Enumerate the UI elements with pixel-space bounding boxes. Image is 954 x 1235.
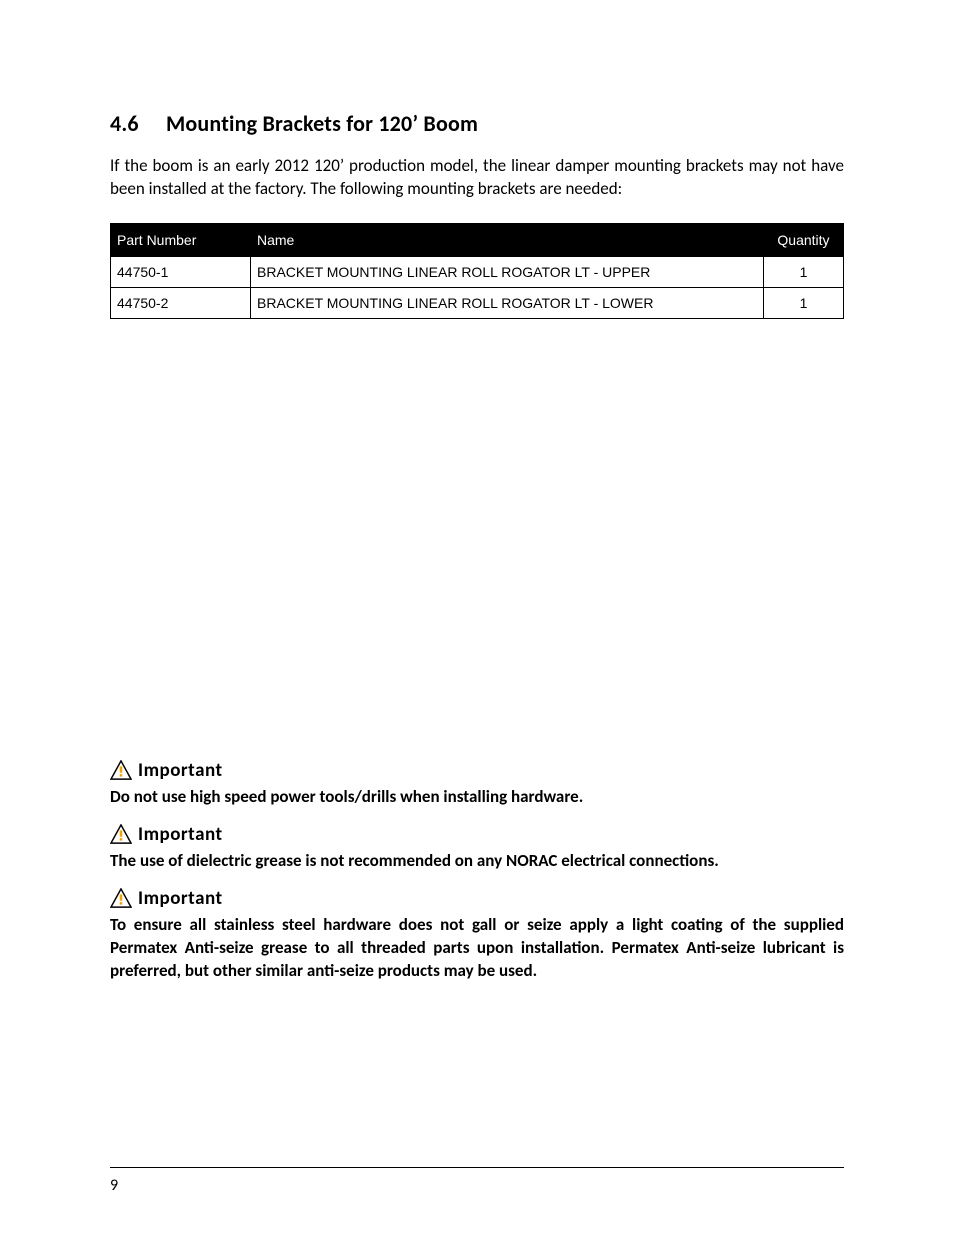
table-row: 44750-2 BRACKET MOUNTING LINEAR ROLL ROG…	[111, 287, 844, 318]
important-callout: Important Do not use high speed power to…	[110, 759, 844, 809]
col-header-quantity: Quantity	[764, 223, 844, 256]
col-header-partnumber: Part Number	[111, 223, 251, 256]
cell-quantity: 1	[764, 287, 844, 318]
section-heading: 4.6 Mounting Brackets for 120’ Boom	[110, 110, 844, 137]
important-callout: Important The use of dielectric grease i…	[110, 823, 844, 873]
important-callout: Important To ensure all stainless steel …	[110, 887, 844, 983]
cell-name: BRACKET MOUNTING LINEAR ROLL ROGATOR LT …	[251, 256, 764, 287]
callout-header: Important	[110, 823, 844, 846]
cell-partnumber: 44750-1	[111, 256, 251, 287]
col-header-name: Name	[251, 223, 764, 256]
callout-body: The use of dielectric grease is not reco…	[110, 850, 844, 873]
page-content: 4.6 Mounting Brackets for 120’ Boom If t…	[110, 110, 844, 1157]
cell-quantity: 1	[764, 256, 844, 287]
callout-title: Important	[138, 887, 223, 910]
cell-name: BRACKET MOUNTING LINEAR ROLL ROGATOR LT …	[251, 287, 764, 318]
table-row: 44750-1 BRACKET MOUNTING LINEAR ROLL ROG…	[111, 256, 844, 287]
warning-triangle-icon	[110, 824, 132, 844]
section-number: 4.6	[110, 110, 139, 137]
warning-triangle-icon	[110, 760, 132, 780]
cell-partnumber: 44750-2	[111, 287, 251, 318]
table-header-row: Part Number Name Quantity	[111, 223, 844, 256]
callout-body: Do not use high speed power tools/drills…	[110, 786, 844, 809]
callout-title: Important	[138, 823, 223, 846]
warning-triangle-icon	[110, 888, 132, 908]
callout-title: Important	[138, 759, 223, 782]
callout-header: Important	[110, 759, 844, 782]
callout-body: To ensure all stainless steel hardware d…	[110, 914, 844, 983]
page-number: 9	[110, 1176, 118, 1195]
page-footer: 9	[110, 1167, 844, 1195]
document-page: 4.6 Mounting Brackets for 120’ Boom If t…	[0, 0, 954, 1235]
vertical-spacer	[110, 319, 844, 759]
table-header: Part Number Name Quantity	[111, 223, 844, 256]
parts-table: Part Number Name Quantity 44750-1 BRACKE…	[110, 223, 844, 319]
section-title: Mounting Brackets for 120’ Boom	[166, 110, 478, 137]
callout-header: Important	[110, 887, 844, 910]
section-intro: If the boom is an early 2012 120’ produc…	[110, 155, 844, 201]
